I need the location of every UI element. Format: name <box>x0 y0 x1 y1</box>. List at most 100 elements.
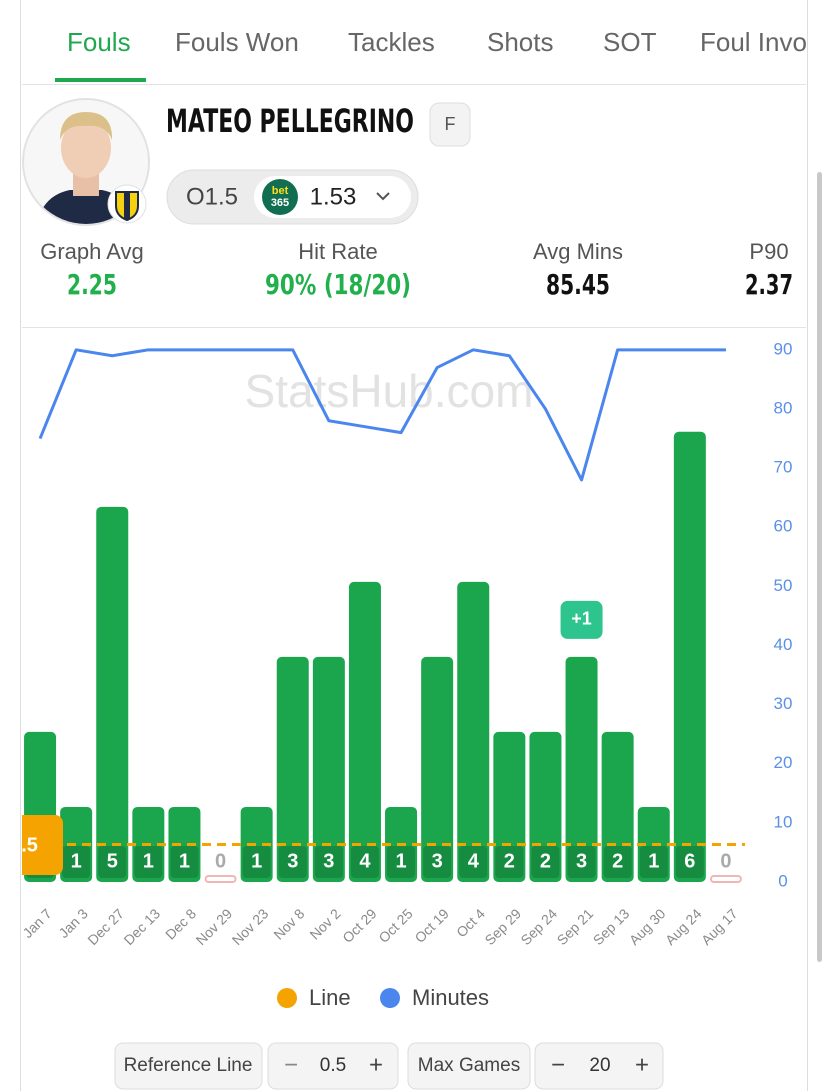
y2-tick-label: 50 <box>774 576 793 595</box>
bar <box>348 581 381 882</box>
reference-label-box <box>22 815 63 875</box>
control-label: Max Games <box>418 1055 520 1076</box>
bar-value-label: 1 <box>179 850 190 872</box>
bar <box>312 656 345 882</box>
stat-label: Avg Mins <box>533 239 623 264</box>
tab[interactable]: Shots <box>487 27 554 57</box>
bar-value-label: 2 <box>504 850 515 872</box>
tab[interactable]: Fouls Won <box>175 27 299 57</box>
bar-label-bg <box>314 846 343 878</box>
bar-label-bg <box>134 846 163 878</box>
bar-value-label: 1 <box>143 850 154 872</box>
stat-label: Hit Rate <box>298 239 377 264</box>
y2-tick-label: 60 <box>774 517 793 536</box>
bar-value-label: 4 <box>468 850 480 872</box>
stat-value: 90% (18/20) <box>265 268 411 301</box>
bookmaker-logo <box>262 179 298 215</box>
bar-value-label: 0 <box>215 850 226 872</box>
bar <box>709 875 742 883</box>
y2-tick-label: 30 <box>774 694 793 713</box>
odds: 1.53 <box>310 183 357 210</box>
annotation: +1 <box>571 609 592 629</box>
control-label-box <box>114 1042 263 1090</box>
bar <box>96 506 129 882</box>
line-series <box>38 348 726 482</box>
bar-value-label: 3 <box>287 850 298 872</box>
reference-label: 0.5 <box>10 834 38 856</box>
tab[interactable]: Fouls <box>67 27 131 57</box>
y2-tick-label: 10 <box>774 812 793 831</box>
stat-value: 85.45 <box>546 268 610 301</box>
bar-label-bg <box>495 846 524 878</box>
bar-label-bg <box>567 846 596 878</box>
decrement-button[interactable]: − <box>551 1051 565 1078</box>
y2-tick-label: 90 <box>774 339 793 358</box>
legend-swatch <box>380 988 400 1008</box>
bar-label-bg <box>278 846 307 878</box>
bar-label-bg <box>459 846 488 878</box>
stat-value: 2.25 <box>67 268 117 301</box>
control-label-box <box>407 1042 531 1090</box>
bookmaker-logo-text: bet <box>272 185 289 197</box>
bar-value-label: 3 <box>576 850 587 872</box>
decrement-button[interactable]: − <box>284 1051 298 1078</box>
tab-underline <box>55 78 146 82</box>
bar-label-bg <box>603 846 632 878</box>
position: F <box>445 114 456 134</box>
stat-label: P90 <box>749 239 788 264</box>
scrollbar[interactable] <box>817 172 822 962</box>
bar-label-bg <box>423 846 452 878</box>
tab[interactable]: Foul Invo <box>700 27 807 57</box>
bar-value-label: 1 <box>251 850 262 872</box>
line-label: O1.5 <box>186 183 238 210</box>
bar-value-label: 0 <box>720 850 731 872</box>
bar-value-label: 1 <box>395 850 406 872</box>
chevron <box>376 192 390 201</box>
watermark: StatsHub.com <box>245 365 534 417</box>
stat-label: Graph Avg <box>40 239 144 264</box>
stepper <box>267 1042 399 1090</box>
bar-label-bg <box>639 846 668 878</box>
team-badge-stripe <box>124 192 130 219</box>
annotation-box <box>560 600 603 639</box>
bar-label-bg <box>62 846 91 878</box>
bar-label-bg <box>675 846 704 878</box>
bar-label-bg <box>98 846 127 878</box>
y2-tick-label: 80 <box>774 398 793 417</box>
position-chip <box>429 102 471 147</box>
y2-tick-label: 70 <box>774 458 793 477</box>
bookmaker-logo-text: 365 <box>271 197 289 209</box>
bar-value-label: 6 <box>684 850 695 872</box>
legend-label: Line <box>309 985 351 1010</box>
legend-swatch <box>277 988 297 1008</box>
bar <box>457 581 490 882</box>
bar <box>204 875 237 883</box>
y2-tick-label: 20 <box>774 753 793 772</box>
bar <box>276 656 309 882</box>
stepper <box>534 1042 664 1090</box>
card: Fouls Fouls Won Tackles Shots SOT Foul I… <box>10 27 807 1090</box>
bar-label-bg <box>350 846 379 878</box>
control-label: Reference Line <box>124 1055 253 1076</box>
increment-button[interactable]: + <box>635 1051 649 1078</box>
y2-tick-label: 0 <box>778 871 787 890</box>
bar-value-label: 3 <box>432 850 443 872</box>
tab[interactable]: SOT <box>603 27 657 57</box>
bar-label-bg <box>531 846 560 878</box>
bar-label-bg <box>170 846 199 878</box>
bar-value-label: 1 <box>648 850 659 872</box>
bar <box>673 431 706 882</box>
bar-value-label: 2 <box>540 850 551 872</box>
bar <box>565 656 598 882</box>
tab[interactable]: Tackles <box>348 27 435 57</box>
increment-button[interactable]: + <box>369 1051 383 1078</box>
bar-label-bg <box>387 846 416 878</box>
bar-label-bg <box>242 846 271 878</box>
player-name: MATEO PELLEGRINO <box>166 102 414 140</box>
bar-value-label: 1 <box>71 850 82 872</box>
stat-value: 2.37 <box>745 268 793 301</box>
control-value: 20 <box>589 1055 610 1076</box>
bar-value-label: 2 <box>612 850 623 872</box>
bar <box>421 656 454 882</box>
